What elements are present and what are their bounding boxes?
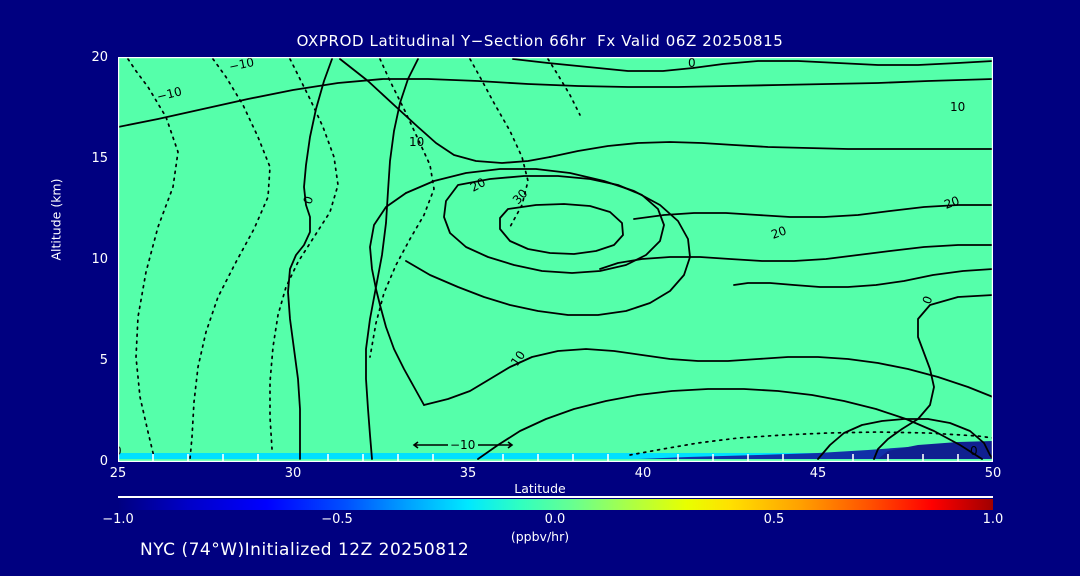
x-tick-35: 35 (459, 466, 477, 481)
x-tick-45: 45 (809, 466, 827, 481)
contour-label-zero-surface-left: 0 (118, 444, 122, 458)
x-axis-label: Latitude (514, 481, 566, 496)
chart-title: OXPROD Latitudinal Y−Section 66hr Fx Val… (296, 32, 784, 50)
contour-label-10-upper: 10 (409, 135, 424, 149)
contour-label-zero-left: 0 (301, 194, 317, 206)
colorbar (118, 499, 993, 510)
contour-label-zero-top: 0 (688, 57, 696, 70)
contour-svg: −10 −10 0 0 10 10 20 20 20 30 10 0 −10 0… (118, 57, 993, 462)
x-tick-30: 30 (284, 466, 302, 481)
colorbar-tick-zero: 0.0 (544, 512, 566, 527)
contour-label-10-right: 10 (950, 100, 965, 114)
y-tick-10: 10 (91, 252, 108, 267)
contour-labels: −10 −10 0 0 10 10 20 20 20 30 10 0 −10 0… (118, 57, 978, 458)
figure-caption: NYC (74°W)Initialized 12Z 20250812 (140, 540, 470, 560)
contour-label-neg10-a: −10 (228, 57, 256, 74)
negative-contour-surface (629, 431, 993, 456)
contour-label-zero-surface-right: 0 (970, 444, 978, 458)
contour-label-neg10-b: −10 (155, 84, 183, 104)
zero-contour-group (118, 58, 993, 460)
colorbar-top-rule (118, 496, 993, 498)
contour-label-20-right-b: 20 (942, 193, 961, 211)
y-tick-15: 15 (91, 151, 108, 166)
level-20-contour-group (443, 175, 993, 288)
colorbar-tick-neghalf: −0.5 (321, 512, 353, 527)
x-minor-ticks (152, 454, 959, 462)
colorbar-tick-max: 1.0 (982, 512, 1004, 527)
x-tick-50: 50 (984, 466, 1002, 481)
x-tick-25: 25 (109, 466, 127, 481)
level-30-contour-group (499, 203, 624, 255)
colorbar-unit-label: (ppbv/hr) (510, 529, 570, 544)
contour-label-zero-right-mid: 0 (920, 294, 936, 306)
contour-label-20-right-a: 20 (769, 223, 788, 241)
colorbar-tick-min: −1.0 (102, 512, 134, 527)
y-tick-5: 5 (99, 353, 108, 368)
contour-label-20-max: 20 (468, 175, 488, 195)
y-tick-0: 0 (99, 454, 108, 469)
field-background (118, 57, 993, 462)
negative-surface-patch-core (878, 441, 993, 459)
level-10-contour-group (339, 58, 993, 460)
contour-plot-panel: −10 −10 0 0 10 10 20 20 20 30 10 0 −10 0… (118, 57, 993, 462)
y-axis-label: Altitude (km) (48, 178, 64, 261)
y-tick-20: 20 (91, 50, 108, 65)
surface-label-leader (412, 441, 514, 449)
contour-label-neg10-surface: −10 (450, 438, 475, 452)
surface-band (118, 453, 993, 459)
x-tick-40: 40 (634, 466, 652, 481)
colorbar-tick-poshalf: 0.5 (763, 512, 785, 527)
